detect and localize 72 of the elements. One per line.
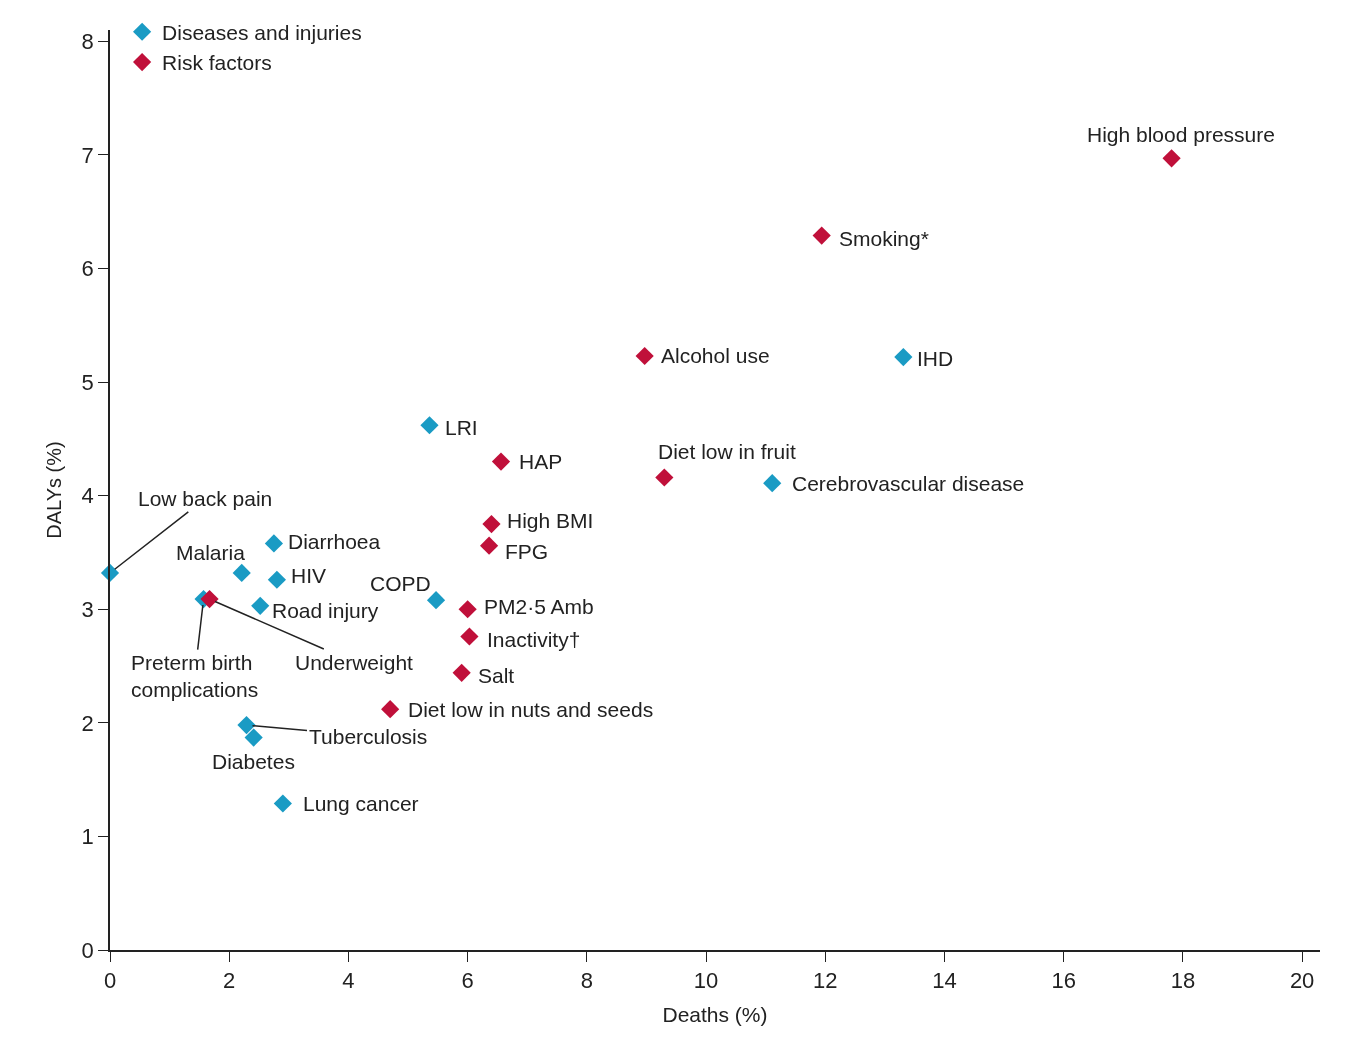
legend-label: Risk factors [162, 51, 272, 75]
point [200, 589, 219, 609]
legend-label: Diseases and injuries [162, 20, 362, 44]
annotation: Diarrhoea [288, 530, 381, 553]
annotation: Lung cancer [303, 792, 419, 815]
y-tick-label: 1 [81, 824, 94, 850]
y-tick-label: 6 [81, 256, 94, 282]
annotation: Underweight [295, 651, 414, 674]
annotation: PM2·5 Amb [484, 595, 594, 618]
point [420, 416, 439, 435]
annotation: Malaria [176, 541, 246, 564]
annotation: Cerebrovascular disease [792, 472, 1025, 495]
annotation: Diet low in fruit [658, 440, 796, 463]
point [460, 627, 479, 646]
y-tick-label: 8 [81, 29, 94, 55]
x-tick-label: 8 [580, 968, 593, 994]
point [479, 536, 499, 555]
point [381, 700, 400, 719]
annotation: Salt [478, 664, 515, 687]
point [264, 534, 284, 553]
annotation: Smoking* [839, 227, 929, 250]
annotation: COPD [370, 572, 431, 595]
point [812, 226, 831, 245]
point [763, 474, 782, 493]
point [458, 600, 477, 619]
x-tick-label: 20 [1289, 968, 1315, 994]
annotation: Alcohol use [661, 344, 770, 367]
point [491, 452, 511, 471]
x-tick-label: 18 [1170, 968, 1196, 994]
x-tick-label: 6 [461, 968, 474, 994]
x-tick-label: 14 [932, 968, 957, 994]
point [251, 596, 270, 615]
point [894, 348, 913, 367]
x-tick-label: 12 [813, 968, 838, 994]
point [267, 570, 286, 589]
y-axis-title: DALYs (%) [42, 441, 65, 539]
annotation: Road injury [272, 599, 379, 622]
annotation: Diet low in nuts and seeds [408, 698, 654, 721]
y-tick-label: 3 [81, 596, 94, 622]
x-axis-title: Deaths (%) [662, 1002, 768, 1026]
point [1162, 149, 1181, 168]
y-tick-label: 5 [81, 369, 94, 395]
x-tick-label: 4 [342, 968, 355, 994]
point [237, 716, 256, 735]
annotation: High BMI [507, 509, 594, 532]
annotation: Preterm birth complications [131, 651, 259, 702]
point [452, 663, 471, 682]
x-tick-label: 16 [1051, 968, 1076, 994]
y-tick-label: 0 [81, 937, 94, 963]
y-tick-label: 2 [81, 710, 94, 736]
annotation: Tuberculosis [309, 725, 428, 748]
annotation: Diabetes [212, 750, 295, 773]
point [655, 468, 674, 487]
point [482, 514, 501, 534]
point [244, 728, 263, 747]
annotation: HAP [519, 450, 563, 473]
point [232, 563, 251, 583]
y-tick-label: 4 [81, 483, 94, 509]
point [426, 591, 446, 610]
annotation: Inactivity† [487, 628, 581, 651]
x-tick-label: 0 [103, 968, 117, 994]
x-tick-label: 2 [223, 968, 236, 994]
annotation: LRI [445, 416, 478, 439]
annotation: High blood pressure [1087, 123, 1275, 146]
annotation: FPG [505, 540, 549, 563]
point [635, 346, 654, 366]
y-tick-label: 7 [81, 142, 94, 168]
annotation: IHD [917, 347, 954, 370]
annotation: Low back pain [138, 487, 273, 510]
point [273, 794, 292, 813]
annotation: HIV [291, 564, 327, 587]
x-tick-label: 10 [693, 968, 719, 994]
